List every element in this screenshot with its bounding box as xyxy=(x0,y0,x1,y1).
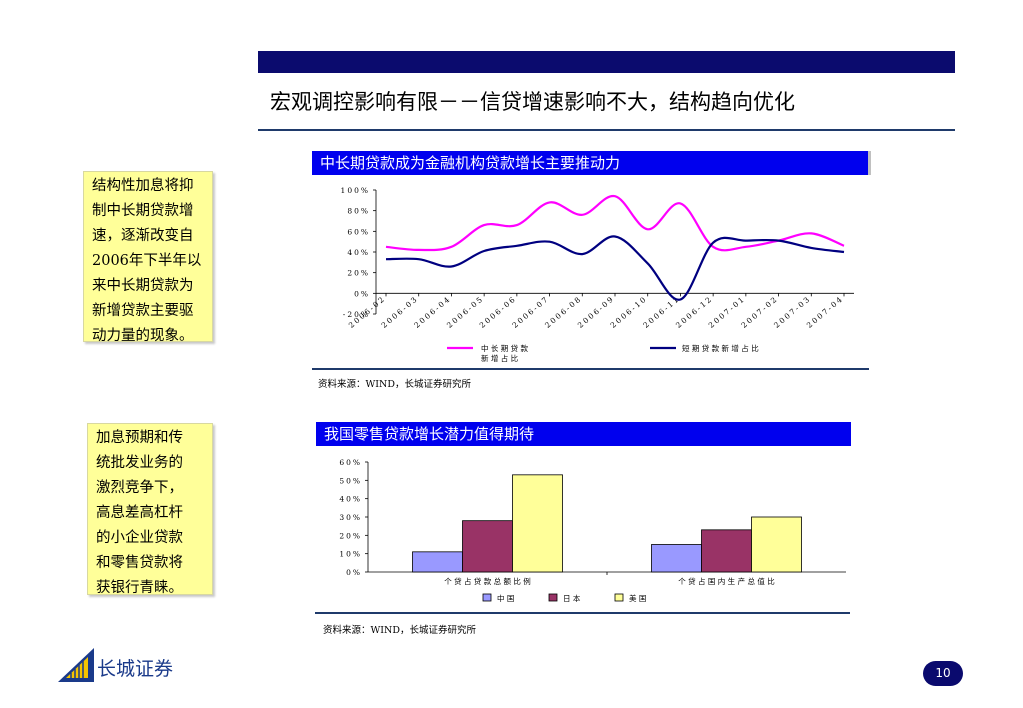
y-tick-label: 60% xyxy=(339,458,362,467)
y-tick-label: 0% xyxy=(354,289,370,298)
legend-label: 日 本 xyxy=(563,593,581,603)
bar-1-2 xyxy=(651,544,702,573)
y-tick-label: 10% xyxy=(339,550,362,559)
chart2-rule xyxy=(315,612,850,614)
y-tick-label: 100% xyxy=(341,186,370,195)
bar-3-1 xyxy=(512,474,563,573)
legend-swatch-2 xyxy=(548,593,558,602)
page-number: 10 xyxy=(923,661,963,686)
y-tick-label: 80% xyxy=(347,207,370,216)
chart-title-retail: 我国零售贷款增长潜力值得期待 xyxy=(316,422,851,446)
y-tick-label: 50% xyxy=(339,476,362,485)
legend-swatch-3 xyxy=(614,593,624,602)
bar-2-2 xyxy=(701,529,752,573)
source-note-2: 资料来源：WIND，长城证券研究所 xyxy=(323,625,476,636)
bar-chart-retail-loans: 0% 10% 20% 30% 40% 50% 60% 个 贷 占 贷 款 总 额 比 例 个 贷… xyxy=(339,458,846,603)
y-tick-label: 0% xyxy=(346,568,362,577)
x-category-label: 个 贷 占 国 内 生 产 总 值 比 xyxy=(678,576,775,586)
legend-label: 美 国 xyxy=(629,593,646,603)
line-chart-loan-share: -20%0%20%40%60%80%100%2006-022006-032006… xyxy=(341,186,854,363)
y-tick-label: 20% xyxy=(339,531,362,540)
legend-label: 短 期 贷 款 新 增 占 比 xyxy=(682,343,759,353)
bar-2-1 xyxy=(462,520,513,573)
y-tick-label: 20% xyxy=(347,269,370,278)
y-tick-label: 40% xyxy=(347,248,370,257)
series-line-1 xyxy=(385,195,845,252)
company-name: 长城证券 xyxy=(97,658,174,680)
legend-label: 新 增 占 比 xyxy=(481,353,519,363)
series-line-2 xyxy=(385,235,845,301)
legend-label: 中 国 xyxy=(497,593,514,603)
sticky-note-retail: 加息预期和传 统批发业务的 激烈竞争下， 高息差高杠杆 的小企业贷款 和零售贷款… xyxy=(87,423,213,596)
sticky-note-structure: 结构性加息将抑 制中长期贷款增 速，逐渐改变自 2006年下半年以 来中长期贷款… xyxy=(83,171,213,344)
top-banner-bar xyxy=(258,51,955,73)
bar-3-2 xyxy=(751,516,802,573)
bar-1-1 xyxy=(412,551,463,573)
great-wall-logo-icon xyxy=(58,648,94,682)
title-underline xyxy=(258,129,955,131)
legend-label: 中 长 期 贷 款 xyxy=(481,343,529,353)
y-tick-label: 30% xyxy=(339,513,362,522)
y-tick-label: 60% xyxy=(347,227,370,236)
y-tick-label: 40% xyxy=(339,495,362,504)
x-category-label: 个 贷 占 贷 款 总 额 比 例 xyxy=(444,576,531,586)
chart1-rule xyxy=(312,368,869,370)
chart-title-loans: 中长期贷款成为金融机构贷款增长主要推动力 xyxy=(312,151,871,175)
y-tick-label: -20% xyxy=(343,310,370,319)
legend-swatch-1 xyxy=(482,593,492,602)
slide-title: 宏观调控影响有限－－信贷增速影响不大，结构趋向优化 xyxy=(270,90,795,114)
source-note-1: 资料来源：WIND，长城证券研究所 xyxy=(318,379,471,390)
